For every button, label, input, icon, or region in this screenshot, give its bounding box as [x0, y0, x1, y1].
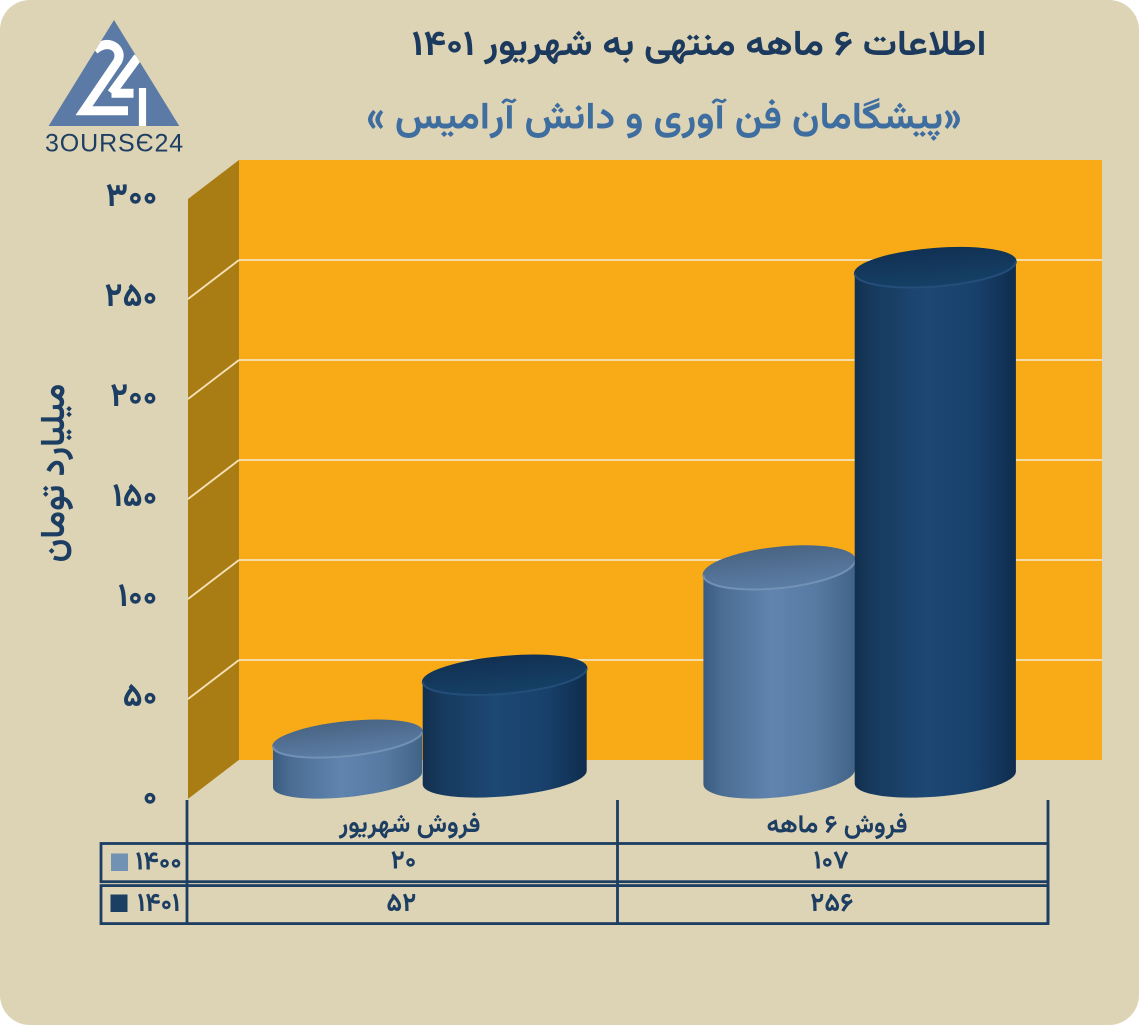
svg-text:3OURSЄ24: 3OURSЄ24: [45, 129, 184, 157]
